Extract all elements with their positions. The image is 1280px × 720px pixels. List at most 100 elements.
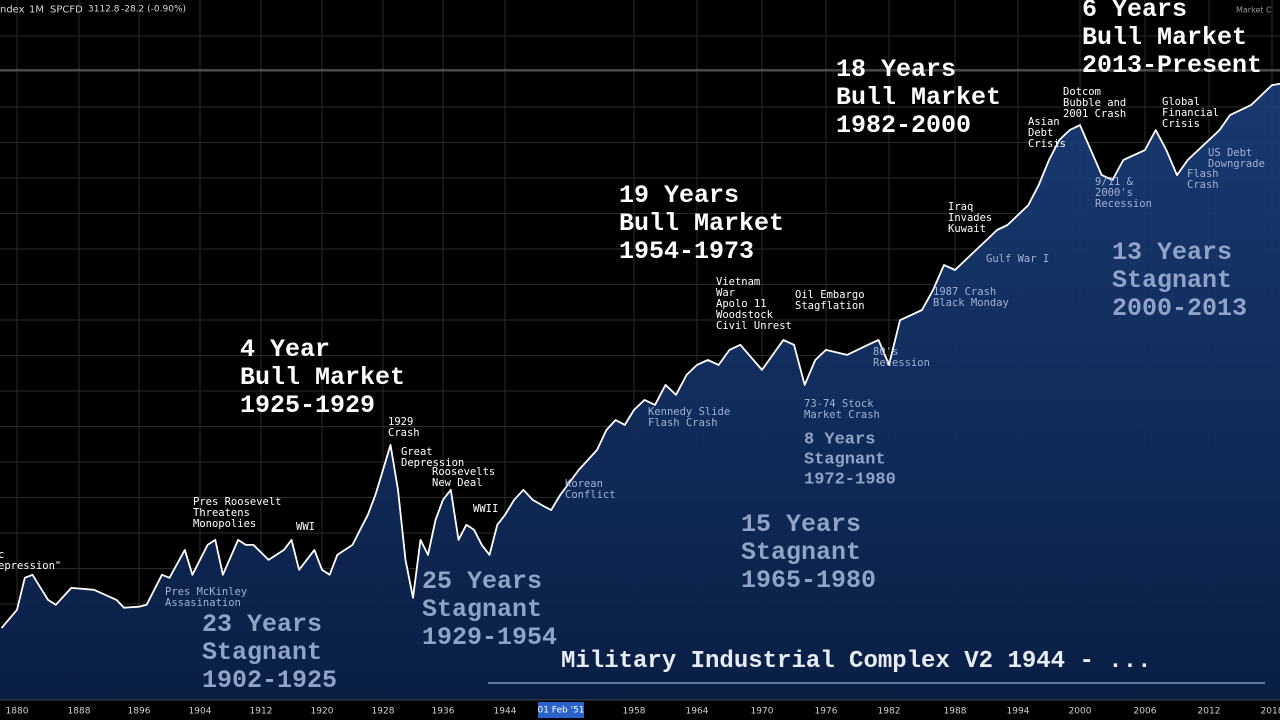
event-label-line: Iraq <box>948 201 973 213</box>
stagnant-label-line: 23 Years <box>202 610 322 639</box>
event-label-line: Vietnam <box>716 276 760 288</box>
event-label-line: Woodstock <box>716 309 774 321</box>
bull-label-line: Bull Market <box>240 363 405 392</box>
x-tick-label: 1988 <box>944 707 967 717</box>
header-right: Market C <box>1236 6 1272 15</box>
stagnant-label-line: Stagnant <box>804 450 886 469</box>
bull-label-line: 1954-1973 <box>619 237 754 266</box>
stagnant-label-line: Stagnant <box>202 638 322 667</box>
event-label-line: Depression <box>401 457 464 469</box>
header-price: 3112.8 <box>88 5 120 15</box>
event-label: WWII <box>473 503 498 515</box>
event-label-line: Crash <box>388 427 420 439</box>
event-label-line: WWI <box>296 521 315 533</box>
event-label-line: WWII <box>473 503 498 515</box>
header-symbol: ndex <box>0 4 25 15</box>
event-label-line: Apolo 11 <box>716 298 767 310</box>
header-change: -28.2 (-0.90%) <box>121 5 186 15</box>
event-label-line: Great <box>401 446 433 458</box>
bull-label-line: 6 Years <box>1082 0 1187 24</box>
stagnant-label-line: 13 Years <box>1112 238 1232 267</box>
event-label-blue-line: Flash <box>1187 168 1219 180</box>
event-label-line: Dotcom <box>1063 86 1101 98</box>
event-label-line: Kuwait <box>948 223 986 235</box>
event-label-blue-line: 1987 Crash <box>933 286 996 298</box>
event-label-blue-line: 9/11 & <box>1095 176 1134 188</box>
x-axis-band <box>0 700 1280 720</box>
stagnant-label-line: 25 Years <box>422 567 542 596</box>
x-tick-label: 1944 <box>494 707 517 717</box>
event-label-blue-line: Gulf War I <box>986 253 1049 265</box>
event-label-blue-line: Korean <box>565 478 603 490</box>
event-label-line: Asian <box>1028 116 1060 128</box>
x-tick-label: 1920 <box>311 707 334 717</box>
x-tick-label: 1994 <box>1007 707 1030 717</box>
event-label-blue-line: 80's <box>873 346 898 358</box>
x-tick-label: 1928 <box>372 707 395 717</box>
event-label-line: 1929 <box>388 416 413 428</box>
bull-label-line: 2013-Present <box>1082 51 1262 80</box>
x-tick-label: 1896 <box>128 707 151 717</box>
x-tick-label: 1964 <box>686 707 709 717</box>
x-tick-label: 1912 <box>250 707 273 717</box>
stagnant-label-line: Stagnant <box>741 538 861 567</box>
event-label-line: Stagflation <box>795 300 865 312</box>
stagnant-label-line: 8 Years <box>804 430 875 449</box>
bull-label-line: 4 Year <box>240 335 330 364</box>
event-label-line: 2001 Crash <box>1063 108 1126 120</box>
event-label-line: Global <box>1162 96 1200 108</box>
stagnant-label-line: Stagnant <box>422 595 542 624</box>
cursor-label: 01 Feb '51 <box>537 706 584 716</box>
stagnant-label-line: 1902-1925 <box>202 666 337 695</box>
x-tick-label: 2012 <box>1198 707 1221 717</box>
event-label-line: Financial <box>1162 107 1219 119</box>
chart-title: Military Industrial Complex V2 1944 - ..… <box>561 648 1152 675</box>
event-label-blue-line: Crash <box>1187 179 1219 191</box>
event-label-blue: Gulf War I <box>986 253 1049 265</box>
event-label-line: Crisis <box>1028 138 1066 150</box>
event-label-line: epression" <box>0 560 61 572</box>
event-label-line: Bubble and <box>1063 97 1126 109</box>
event-label: WWI <box>296 521 315 533</box>
event-label-line: Monopolies <box>193 518 256 530</box>
stagnant-label-line: 15 Years <box>741 510 861 539</box>
x-tick-label: 1982 <box>878 707 901 717</box>
event-label-blue-line: 2000's <box>1095 187 1133 199</box>
plot <box>0 82 1280 700</box>
event-label-blue-line: 73-74 Stock <box>804 398 874 410</box>
event-label-line: c <box>0 549 4 561</box>
bull-label-line: Bull Market <box>836 83 1001 112</box>
event-label-blue-line: Market Crash <box>804 409 880 421</box>
event-label-blue-line: Downgrade <box>1208 158 1265 170</box>
x-tick-label: 1904 <box>189 707 212 717</box>
x-tick-label: 1880 <box>6 707 29 717</box>
event-label-line: Oil Embargo <box>795 289 865 301</box>
event-label-line: Roosevelts <box>432 466 495 478</box>
x-tick-label: 1976 <box>815 707 838 717</box>
event-label-blue-line: Recession <box>1095 198 1152 210</box>
event-label-blue-line: Flash Crash <box>648 417 718 429</box>
event-label-blue-line: Black Monday <box>933 297 1009 309</box>
header-interval: 1M <box>29 4 44 15</box>
